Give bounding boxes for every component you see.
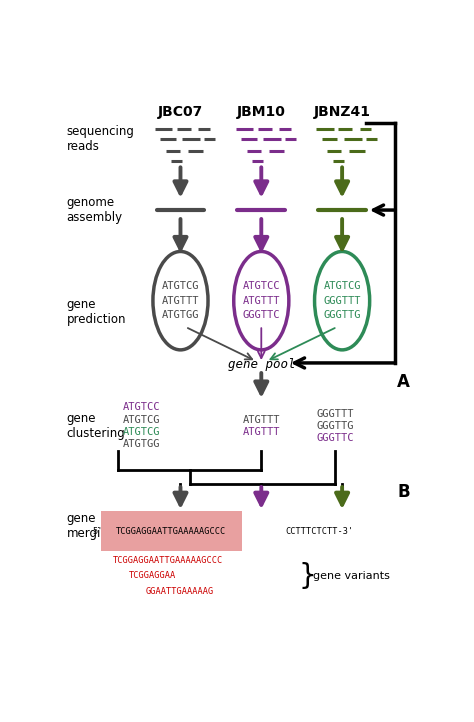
Text: GGAATTGAAAAAG: GGAATTGAAAAAG (146, 587, 214, 596)
Text: sequencing
reads: sequencing reads (66, 126, 135, 154)
Text: JBM10: JBM10 (237, 105, 286, 118)
Text: B: B (397, 484, 410, 502)
Text: JBNZ41: JBNZ41 (314, 105, 371, 118)
Text: genome
assembly: genome assembly (66, 196, 123, 224)
Text: TCGGAGGAA: TCGGAGGAA (129, 571, 176, 580)
Text: ATGTCG: ATGTCG (123, 427, 161, 437)
Text: ATGTCG
ATGTTT
ATGTGG: ATGTCG ATGTTT ATGTGG (162, 281, 199, 321)
Text: 5'-TC: 5'-TC (92, 527, 118, 536)
Text: GGGTTG: GGGTTG (316, 421, 354, 431)
Text: gene
merging: gene merging (66, 512, 116, 540)
Text: ATGTTT: ATGTTT (243, 427, 280, 437)
Text: ATGTCG: ATGTCG (123, 414, 161, 425)
Text: ATGTCC: ATGTCC (123, 402, 161, 412)
Text: }: } (298, 562, 316, 590)
Text: TCGGAGGAATTGAAAAAGCCC: TCGGAGGAATTGAAAAAGCCC (116, 527, 227, 536)
Text: GGGTTT: GGGTTT (316, 409, 354, 419)
Text: ATGTGG: ATGTGG (123, 439, 161, 449)
Text: CCTTTCTCTT-3': CCTTTCTCTT-3' (285, 527, 354, 536)
Text: ATGTCG
GGGTTT
GGGTTG: ATGTCG GGGTTT GGGTTG (323, 281, 361, 321)
Text: GGGTTC: GGGTTC (316, 433, 354, 443)
Text: A: A (397, 373, 410, 391)
Text: JBC07: JBC07 (158, 105, 203, 118)
Text: gene
clustering: gene clustering (66, 412, 125, 440)
Text: ATGTTT: ATGTTT (243, 414, 280, 425)
Text: gene variants: gene variants (313, 571, 390, 581)
Text: ATGTCC
ATGTTT
GGGTTC: ATGTCC ATGTTT GGGTTC (243, 281, 280, 321)
Text: gene
prediction: gene prediction (66, 297, 126, 326)
Text: TCGGAGGAATTGAAAAAGCCC: TCGGAGGAATTGAAAAAGCCC (112, 556, 223, 565)
Text: gene pool: gene pool (228, 358, 295, 371)
